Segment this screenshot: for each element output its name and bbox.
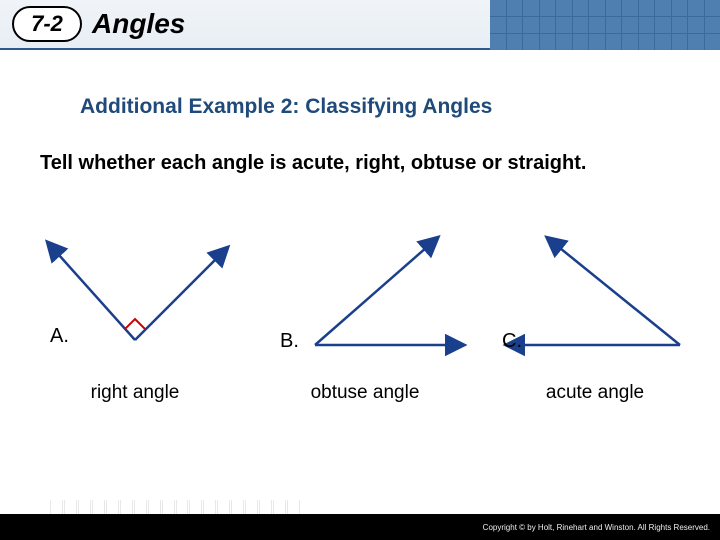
example-c-answer: acute angle [546,382,644,404]
copyright-footer: Copyright © by Holt, Rinehart and Winsto… [0,514,720,540]
footer-decorative-grid [50,500,300,514]
example-a-letter: A. [50,325,69,348]
prompt-text: Tell whether each angle is acute, right,… [40,150,680,177]
slide-header: 7-2 Angles [0,0,720,50]
angle-a-diagram [30,230,240,370]
lesson-title: Angles [92,8,185,40]
example-a-answer: right angle [91,382,180,404]
example-a: A. right angle [30,230,240,404]
example-b-answer: obtuse angle [311,382,420,404]
lesson-number: 7-2 [31,11,63,37]
example-c: C. acute angle [490,230,700,404]
copyright-text: Copyright © by Holt, Rinehart and Winsto… [483,523,710,532]
example-c-letter: C. [502,330,522,353]
lesson-number-badge: 7-2 [12,6,82,42]
example-b-letter: B. [280,330,299,353]
header-decorative-grid [490,0,720,50]
example-subtitle: Additional Example 2: Classifying Angles [80,95,492,119]
example-b: B. obtuse angle [260,230,470,404]
